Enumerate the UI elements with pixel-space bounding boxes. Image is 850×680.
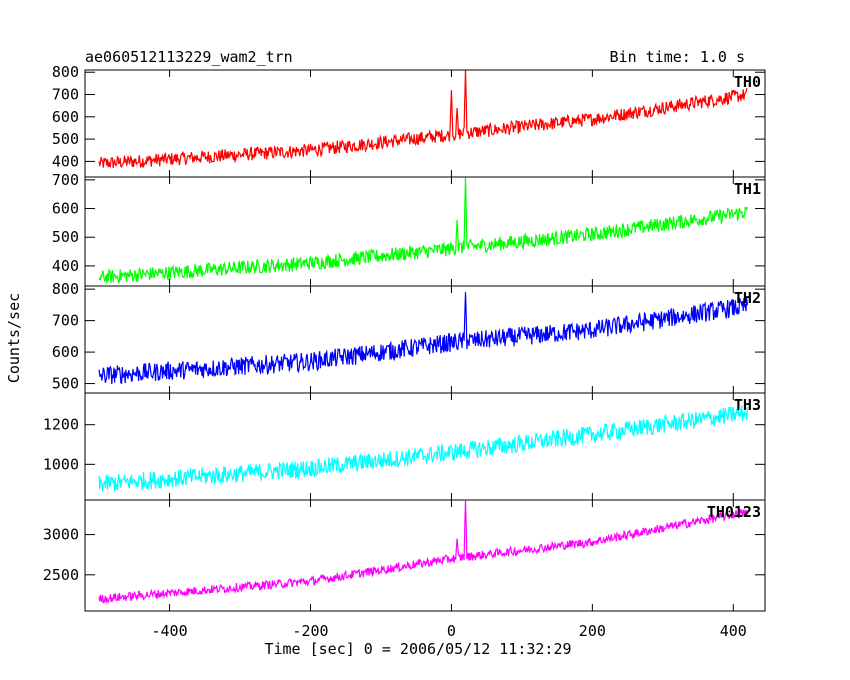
y-tick-label: 500 (52, 130, 79, 148)
y-tick-label: 600 (52, 108, 79, 126)
series-line-th0123 (98, 500, 748, 604)
panel-th0: 400 500 600 700 800 TH0 (52, 63, 766, 178)
y-tick-label: 600 (52, 200, 79, 218)
panel-th1: 400 500 600 700 TH1 (52, 171, 766, 287)
figure-title: ae060512113229_wam2_trn (85, 48, 293, 66)
panel-label: TH0123 (707, 503, 761, 521)
x-tick-label: 0 (447, 622, 456, 640)
y-tick-label: 700 (52, 312, 79, 330)
x-tick-label: -200 (292, 622, 328, 640)
panels: 400 500 600 700 800 TH0 400 500 600 700 TH1 500 600 7… (43, 63, 766, 640)
y-tick-label: 2500 (43, 566, 79, 584)
y-tick-label: 500 (52, 375, 79, 393)
y-tick-label: 1200 (43, 416, 79, 434)
panel-label: TH1 (734, 180, 761, 198)
panel-label: TH3 (734, 396, 761, 414)
series-line-th1 (98, 176, 748, 285)
panel-th2: 500 600 700 800 TH2 (52, 280, 766, 394)
y-tick-label: 700 (52, 86, 79, 104)
y-tick-label: 800 (52, 63, 79, 81)
y-tick-label: 400 (52, 152, 79, 170)
x-tick-label: 400 (720, 622, 747, 640)
panel-label: TH2 (734, 289, 761, 307)
y-tick-label: 400 (52, 257, 79, 275)
y-tick-label: 1000 (43, 455, 79, 473)
x-tick-label: -400 (151, 622, 187, 640)
series-line-th0 (98, 69, 748, 169)
y-tick-label: 600 (52, 343, 79, 361)
panel-label: TH0 (734, 73, 761, 91)
panel-frame (84, 499, 766, 612)
y-tick-label: 800 (52, 280, 79, 298)
panel-th3: 1000 1200 TH3 (43, 392, 766, 501)
x-tick-label: 200 (579, 622, 606, 640)
bin-time-label: Bin time: 1.0 s (610, 48, 745, 66)
panel-frame (84, 392, 766, 501)
y-tick-label: 700 (52, 171, 79, 189)
y-tick-label: 3000 (43, 526, 79, 544)
series-line-th2 (98, 292, 748, 385)
panel-th0123: 2500 3000 TH0123 (43, 499, 766, 612)
y-tick-label: 500 (52, 228, 79, 246)
y-axis-label: Counts/sec (5, 293, 23, 383)
x-axis-label: Time [sec] 0 = 2006/05/12 11:32:29 (264, 640, 571, 658)
series-line-th3 (98, 405, 748, 492)
